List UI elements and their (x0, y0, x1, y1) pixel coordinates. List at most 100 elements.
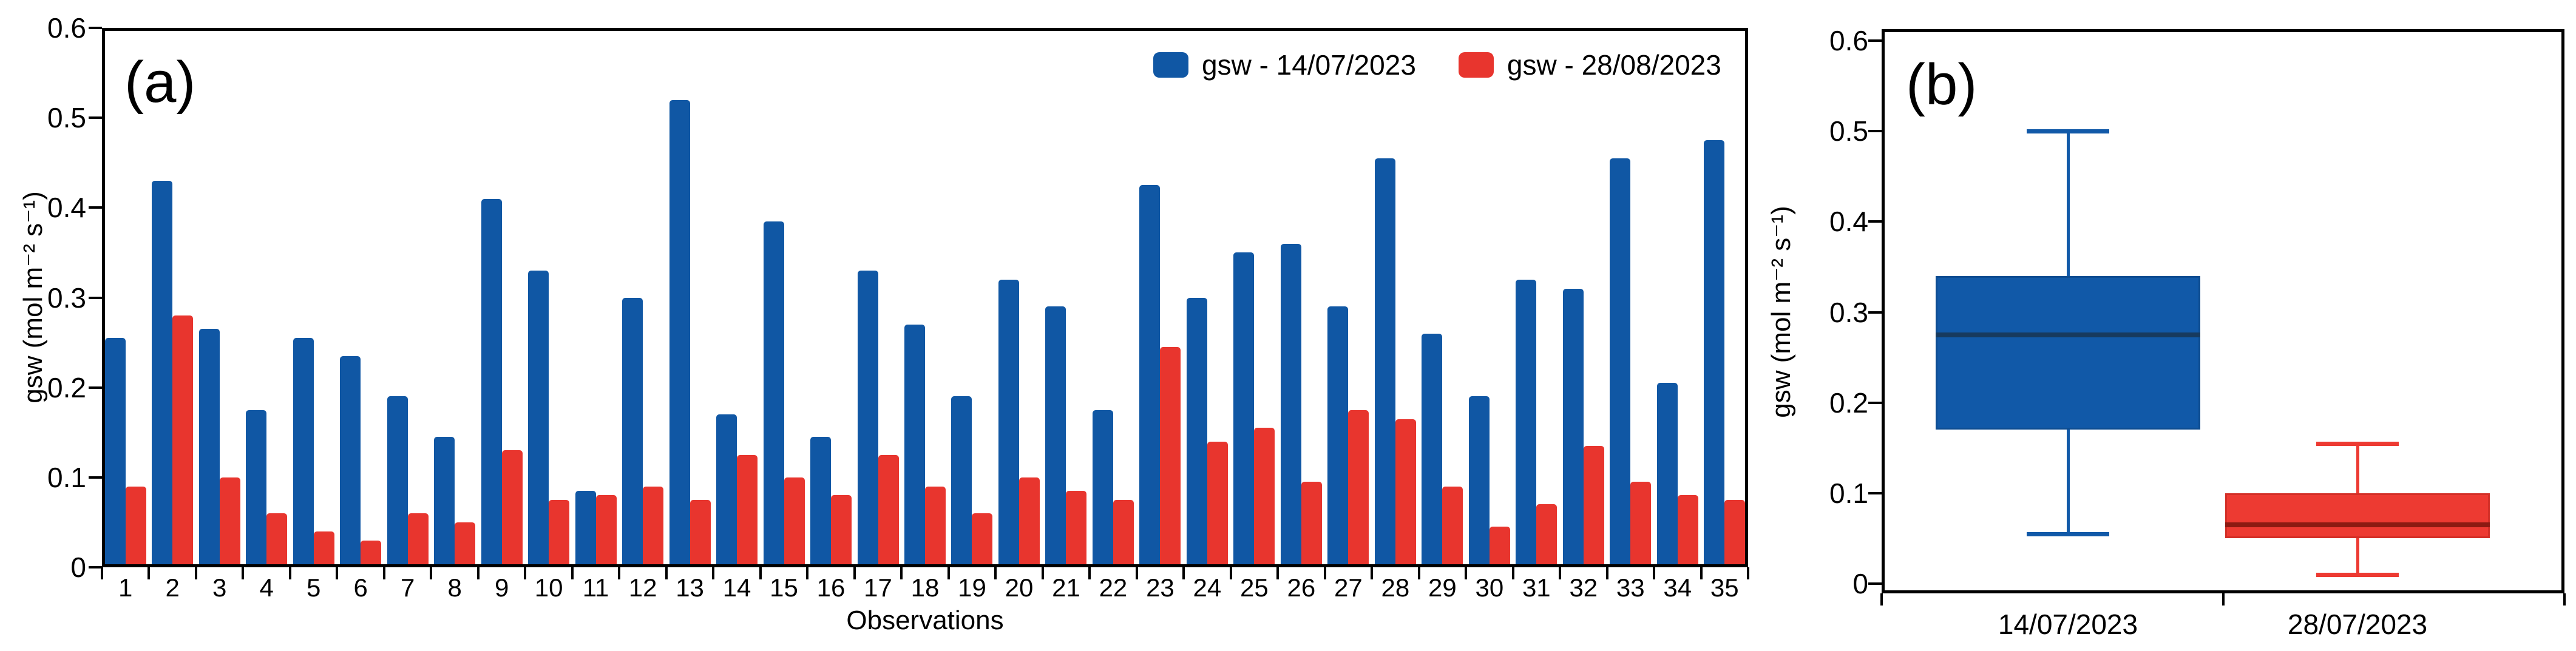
bar-blue-obs-19 (951, 396, 972, 567)
panel-a-x-tick (1511, 567, 1514, 579)
bar-blue-obs-25 (1233, 252, 1255, 567)
panel-b-box-2-upper-whisker (2356, 443, 2359, 493)
bar-blue-obs-5 (293, 338, 314, 567)
panel-a-y-tick (89, 296, 102, 299)
panel-a-x-tick (101, 567, 103, 579)
panel-b-y-tick-label: 0.6 (1829, 25, 1868, 56)
panel-a-x-tick-label: 33 (1616, 573, 1645, 602)
panel-a-x-tick-label: 17 (864, 573, 892, 602)
panel-a-y-tick-label: 0 (70, 551, 86, 583)
panel-a-x-tick-label: 18 (910, 573, 940, 602)
panel-b-box-1-median (1936, 332, 2201, 337)
panel-a-y-tick-label: 0.2 (47, 371, 86, 403)
panel-a-legend: gsw - 14/07/2023 gsw - 28/08/2023 (1153, 49, 1721, 81)
panel-a-x-tick-label: 29 (1428, 573, 1457, 602)
bar-red-obs-20 (1019, 477, 1040, 567)
bar-blue-obs-6 (340, 356, 361, 567)
panel-a-x-tick (1465, 567, 1468, 579)
panel-a-x-tick-label: 7 (400, 573, 415, 602)
panel-b-x-tick (1880, 593, 1883, 605)
panel-a-x-tick-label: 16 (816, 573, 846, 602)
panel-a-x-tick-label: 28 (1381, 573, 1410, 602)
panel-a-x-tick-label: 35 (1710, 573, 1739, 602)
panel-a-x-tick (1747, 567, 1749, 579)
panel-a-x-tick (806, 567, 809, 579)
panel-a-x-tick (1182, 567, 1185, 579)
bar-blue-obs-8 (434, 437, 455, 567)
bar-red-obs-19 (972, 513, 993, 567)
bar-blue-obs-29 (1422, 333, 1443, 567)
bar-red-obs-16 (831, 495, 852, 567)
panel-a-x-tick (665, 567, 668, 579)
panel-a-x-tick-label: 9 (494, 573, 509, 602)
panel-a-x-tick (382, 567, 385, 579)
bar-red-obs-1 (125, 486, 146, 567)
panel-a-x-tick (1041, 567, 1044, 579)
panel-a-x-tick (1700, 567, 1703, 579)
bar-blue-obs-3 (198, 329, 220, 567)
panel-b-box-1-upper-cap (2027, 129, 2110, 134)
panel-a-x-tick-label: 19 (958, 573, 986, 602)
bar-blue-obs-13 (669, 100, 690, 567)
panel-a-y-tick (89, 116, 102, 120)
panel-a-x-tick-label: 27 (1334, 573, 1363, 602)
panel-a-x-tick (1605, 567, 1608, 579)
bar-blue-obs-2 (152, 180, 173, 567)
panel-a-x-tick (1559, 567, 1562, 579)
panel-a-x-tick-label: 15 (770, 573, 798, 602)
bar-blue-obs-32 (1562, 288, 1584, 567)
panel-a-y-tick-label: 0.4 (47, 192, 86, 224)
bar-blue-obs-23 (1139, 185, 1161, 567)
panel-a-x-tick (900, 567, 903, 579)
panel-a-x-tick-label: 24 (1193, 573, 1222, 602)
bar-red-obs-9 (501, 450, 523, 567)
panel-a-y-tick-label: 0.5 (47, 102, 86, 134)
panel-a-x-tick (947, 567, 950, 579)
bar-red-obs-33 (1630, 482, 1652, 567)
panel-b-box-2-lower-cap (2316, 573, 2399, 578)
panel-a-x-tick (524, 567, 527, 579)
bar-blue-obs-17 (857, 271, 878, 567)
bar-red-obs-10 (549, 499, 570, 567)
panel-a-x-tick-label: 34 (1663, 573, 1692, 602)
panel-a-x-tick (1417, 567, 1420, 579)
panel-a-x-tick-label: 1 (118, 573, 133, 602)
bar-blue-obs-20 (998, 279, 1019, 567)
panel-b-y-tick (1868, 130, 1882, 133)
panel-b-y-tick-label: 0.5 (1829, 115, 1868, 147)
bar-blue-obs-28 (1374, 158, 1395, 567)
panel-b-box-2-median (2225, 522, 2490, 528)
panel-a-x-tick (147, 567, 151, 579)
bar-red-obs-4 (266, 513, 288, 567)
panel-b-y-tick (1868, 582, 1882, 585)
panel-a-y-tick-label: 0.6 (47, 12, 86, 44)
bar-red-obs-30 (1489, 527, 1510, 567)
panel-b-category-label-2: 28/07/2023 (2287, 609, 2428, 640)
panel-a-x-tick-label: 20 (1005, 573, 1034, 602)
panel-b-y-tick (1868, 311, 1882, 314)
panel-b-box-1-iqr (1936, 275, 2201, 430)
panel-a-y-tick (89, 27, 102, 29)
bar-red-obs-14 (737, 454, 758, 567)
bar-blue-obs-12 (622, 297, 643, 567)
bar-red-obs-11 (595, 495, 617, 567)
panel-b-category-label-1: 14/07/2023 (1998, 609, 2138, 640)
bar-red-obs-7 (407, 513, 429, 567)
bar-red-obs-28 (1395, 419, 1416, 567)
bar-red-obs-21 (1066, 491, 1087, 567)
panel-a-y-tick (89, 476, 102, 479)
bar-red-obs-23 (1160, 346, 1181, 567)
bar-red-obs-34 (1677, 495, 1698, 567)
bar-red-obs-5 (313, 531, 334, 567)
bar-blue-obs-30 (1468, 396, 1490, 567)
bar-red-obs-17 (878, 454, 899, 567)
panel-a-x-tick-label: 2 (165, 573, 180, 602)
bar-red-obs-27 (1348, 410, 1369, 567)
bar-red-obs-31 (1536, 504, 1557, 567)
bar-blue-obs-24 (1186, 297, 1207, 567)
bar-blue-obs-9 (481, 198, 502, 567)
bar-blue-obs-14 (716, 414, 737, 567)
panel-b-box-2-iqr (2225, 493, 2490, 539)
panel-a-x-tick (1135, 567, 1138, 579)
panel-b-x-tick (2222, 593, 2225, 605)
